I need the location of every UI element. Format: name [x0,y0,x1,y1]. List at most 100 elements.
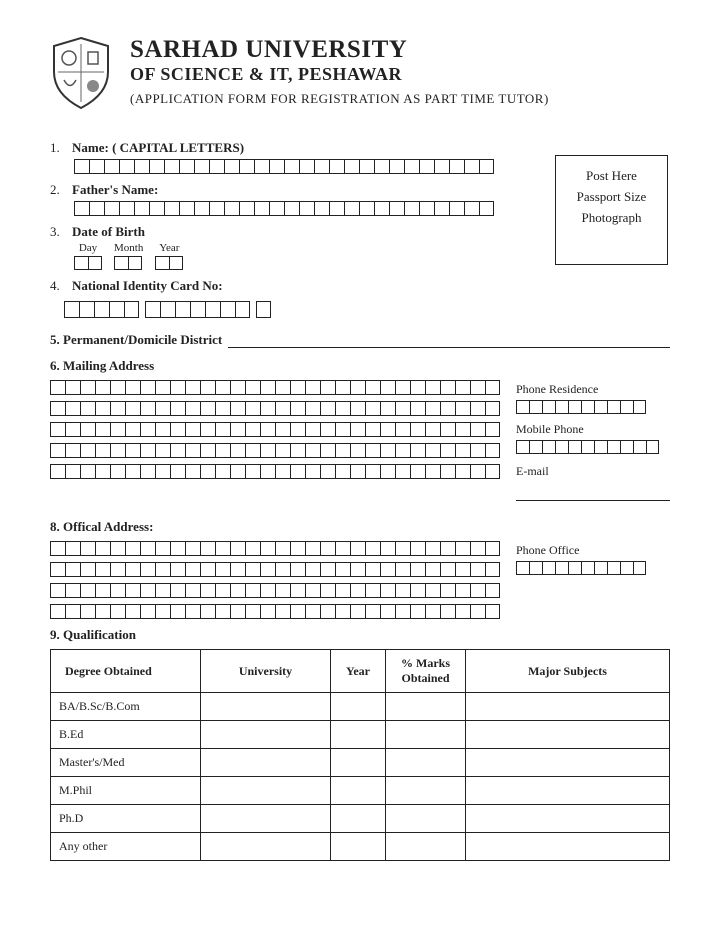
cell[interactable] [170,443,185,458]
cell[interactable] [209,201,224,216]
cell[interactable] [470,443,485,458]
cell[interactable] [320,583,335,598]
cell[interactable] [425,562,440,577]
cell[interactable] [395,443,410,458]
table-cell[interactable] [386,721,466,749]
cell[interactable] [155,380,170,395]
cell[interactable] [179,201,194,216]
cell[interactable] [365,401,380,416]
cell[interactable] [380,541,395,556]
cell[interactable] [419,159,434,174]
cell[interactable] [224,201,239,216]
cell[interactable] [485,401,500,416]
cell[interactable] [305,380,320,395]
cell[interactable] [275,443,290,458]
cell[interactable] [50,380,65,395]
cell[interactable] [50,464,65,479]
cell[interactable] [380,443,395,458]
cell[interactable] [164,159,179,174]
cell[interactable] [646,440,659,454]
cell[interactable] [470,422,485,437]
cell[interactable] [305,562,320,577]
cell[interactable] [110,562,125,577]
cell[interactable] [620,440,633,454]
table-cell[interactable] [201,805,331,833]
cell[interactable] [290,464,305,479]
cell[interactable] [200,380,215,395]
cell[interactable] [80,464,95,479]
cell[interactable] [440,541,455,556]
cell[interactable] [470,464,485,479]
cell[interactable] [440,604,455,619]
cell[interactable] [209,159,224,174]
cell[interactable] [110,422,125,437]
cell[interactable] [200,401,215,416]
cell[interactable] [320,401,335,416]
cell[interactable] [395,380,410,395]
table-cell[interactable] [201,749,331,777]
cell[interactable] [230,562,245,577]
table-cell[interactable] [201,777,331,805]
cell[interactable] [114,256,128,270]
cells-mailing[interactable] [50,380,500,501]
cell[interactable] [260,583,275,598]
cell[interactable] [516,400,529,414]
cell[interactable] [607,561,620,575]
cell[interactable] [190,301,205,318]
cell[interactable] [449,159,464,174]
cell[interactable] [235,301,250,318]
cell[interactable] [305,604,320,619]
cell[interactable] [245,464,260,479]
table-cell[interactable] [331,777,386,805]
cell[interactable] [365,443,380,458]
cell[interactable] [320,422,335,437]
cell[interactable] [104,159,119,174]
cell[interactable] [179,159,194,174]
cell[interactable] [245,443,260,458]
cell[interactable] [425,422,440,437]
cell[interactable] [581,400,594,414]
cell[interactable] [290,380,305,395]
cell[interactable] [395,583,410,598]
cell[interactable] [175,301,190,318]
cell[interactable] [260,562,275,577]
cell[interactable] [275,583,290,598]
cell[interactable] [425,583,440,598]
cell[interactable] [110,401,125,416]
cell[interactable] [170,562,185,577]
cell[interactable] [155,562,170,577]
cell[interactable] [65,422,80,437]
domicile-input-line[interactable] [228,334,670,348]
cell[interactable] [94,301,109,318]
cell[interactable] [65,380,80,395]
cell[interactable] [245,541,260,556]
cell[interactable] [299,159,314,174]
cell[interactable] [335,443,350,458]
table-cell[interactable] [386,693,466,721]
cell[interactable] [155,443,170,458]
cell[interactable] [594,400,607,414]
cells-official[interactable] [50,541,500,619]
cell[interactable] [542,400,555,414]
cell[interactable] [170,422,185,437]
cell[interactable] [404,201,419,216]
cell[interactable] [380,401,395,416]
cell[interactable] [64,301,79,318]
cell[interactable] [134,201,149,216]
cell[interactable] [568,561,581,575]
cell[interactable] [110,380,125,395]
cell[interactable] [389,159,404,174]
cell[interactable] [95,604,110,619]
cell[interactable] [290,562,305,577]
cells-phone-res[interactable] [516,400,670,414]
cell[interactable] [365,422,380,437]
cell[interactable] [320,443,335,458]
cell[interactable] [74,256,88,270]
cell[interactable] [529,561,542,575]
cell[interactable] [74,201,89,216]
cell[interactable] [335,380,350,395]
cell[interactable] [374,159,389,174]
cell[interactable] [215,583,230,598]
cell[interactable] [215,541,230,556]
cell[interactable] [80,422,95,437]
